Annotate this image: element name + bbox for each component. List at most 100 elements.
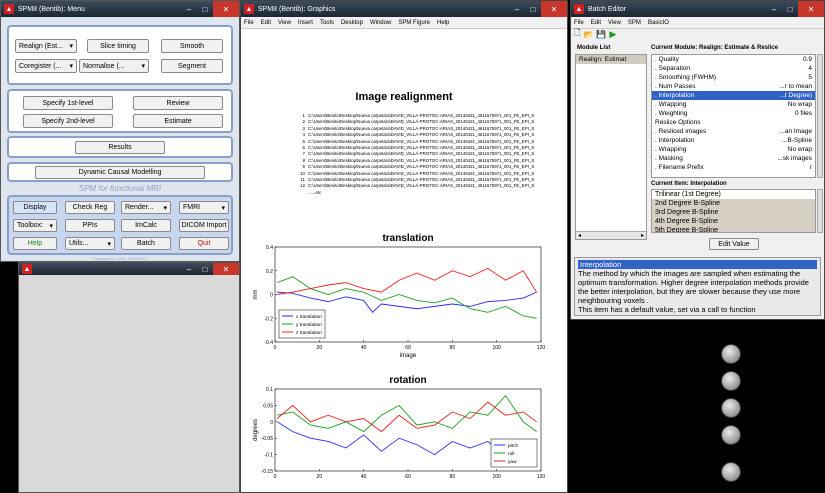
maximize-icon[interactable]: □: [787, 4, 793, 14]
minimize-icon[interactable]: –: [186, 264, 192, 274]
ppis-button[interactable]: PPIs: [65, 219, 115, 232]
rotation-plot: rotation 0 20 40 60 80 100 120 -0.15 -0.1 -0.05 0 0.…: [253, 375, 545, 480]
option-row[interactable]: 4th Degree B-Spline: [655, 218, 719, 225]
graphics-titlebar[interactable]: ▲ SPM8 (Bentib): Graphics – □ ✕: [241, 1, 567, 17]
module-list-item[interactable]: Realign: Estimat: [576, 55, 646, 64]
parameter-row[interactable]: . Interpolation ...t Degree): [652, 91, 815, 100]
empty-window-titlebar[interactable]: ▲ – □ ✕: [19, 263, 239, 275]
file-list-row: 2 C:\Users\Benito\Desktop\Nueva carpeta\a…: [297, 119, 565, 125]
estimate-button[interactable]: Estimate: [133, 114, 223, 128]
batch-menu-view[interactable]: View: [608, 19, 621, 26]
help-panel: Interpolation The method by which the im…: [574, 257, 821, 316]
close-icon[interactable]: ✕: [213, 1, 239, 17]
option-row[interactable]: Trilinear (1st Degree): [652, 190, 815, 199]
menu-desktop[interactable]: Desktop: [340, 19, 363, 26]
menu-edit[interactable]: Edit: [260, 19, 272, 26]
batch-menu-basicio[interactable]: BasicIO: [647, 19, 669, 26]
edit-value-button[interactable]: Edit Value: [709, 238, 759, 250]
parameter-label: . Interpolation: [655, 92, 695, 99]
parameter-row[interactable]: . Smoothing (FWHM) 5: [652, 73, 815, 82]
file-list-row: 7 C:\Users\Benito\Desktop\Nueva carpeta\a…: [297, 151, 565, 157]
toolbox-dropdown[interactable]: Toolbox:: [13, 219, 57, 232]
results-button[interactable]: Results: [75, 141, 165, 154]
parameter-scrollbar[interactable]: [817, 54, 823, 178]
dock-app-icon-2[interactable]: [721, 371, 741, 391]
segment-button[interactable]: Segment: [161, 59, 223, 73]
review-button[interactable]: Review: [133, 96, 223, 110]
menu-insert[interactable]: Insert: [297, 19, 313, 26]
parameter-row[interactable]: . Num Passes ...r to mean: [652, 82, 815, 91]
batch-menu-edit[interactable]: Edit: [590, 19, 602, 26]
menu-view[interactable]: View: [278, 19, 291, 26]
batch-menu-file[interactable]: File: [574, 19, 584, 26]
option-row[interactable]: 5th Degree B-Spline: [655, 227, 719, 233]
minimize-icon[interactable]: –: [771, 4, 777, 14]
module-list-hscroll[interactable]: ◂ ▸: [576, 231, 646, 239]
dock-app-icon-4[interactable]: [721, 425, 741, 445]
open-folder-icon[interactable]: 📂: [583, 29, 594, 39]
maximize-icon[interactable]: □: [202, 264, 208, 274]
batch-button[interactable]: Batch: [121, 237, 171, 250]
realign-heading: Image realignment: [355, 91, 453, 103]
file-list-row: 9 C:\Users\Benito\Desktop\Nueva carpeta\a…: [297, 164, 565, 170]
scroll-right-icon[interactable]: ▸: [640, 233, 644, 239]
close-icon[interactable]: ✕: [213, 263, 239, 275]
parameter-row[interactable]: . Wrapping No wrap: [652, 145, 815, 154]
close-icon[interactable]: ✕: [798, 1, 824, 17]
menu-help[interactable]: Help: [437, 19, 450, 26]
legend-label: pitch: [508, 443, 518, 449]
dock-app-icon-1[interactable]: [721, 344, 741, 364]
dcm-button[interactable]: Dynamic Causal Modelling: [35, 166, 205, 179]
quit-button[interactable]: Quit: [179, 237, 229, 250]
dock-app-icon-3[interactable]: [721, 398, 741, 418]
modality-dropdown[interactable]: FMRI: [179, 201, 229, 214]
parameter-row[interactable]: . Masking ...sk images: [652, 154, 815, 163]
file-path: C:\Users\Benito\Desktop\Nueva carpeta\a\…: [308, 113, 535, 118]
parameter-row[interactable]: Reslice Options: [652, 118, 815, 127]
menu-tools[interactable]: Tools: [319, 19, 334, 26]
maximize-icon[interactable]: □: [530, 4, 536, 14]
scroll-left-icon[interactable]: ◂: [578, 233, 582, 239]
menu-file[interactable]: File: [244, 19, 254, 26]
normalise-button[interactable]: Normalise (...: [79, 59, 149, 73]
imcalc-button[interactable]: ImCalc: [121, 219, 171, 232]
x-tick-label: 100: [492, 474, 501, 480]
parameter-row[interactable]: . Filename Prefix r: [652, 163, 815, 172]
menu-spm-figure[interactable]: SPM Figure: [398, 19, 430, 26]
coregister-button[interactable]: Coregister (...: [15, 59, 77, 73]
menu-window[interactable]: Window: [369, 19, 392, 26]
minimize-icon[interactable]: –: [514, 4, 520, 14]
maximize-icon[interactable]: □: [202, 4, 208, 14]
display-button[interactable]: Display: [13, 201, 57, 214]
save-icon[interactable]: 💾: [596, 29, 607, 39]
slice-timing-button[interactable]: Slice timing: [87, 39, 149, 53]
batch-titlebar[interactable]: ▲ Batch Editor – □ ✕: [571, 1, 824, 17]
new-file-icon[interactable]: 🗋: [574, 28, 581, 37]
utils-dropdown[interactable]: Utils...: [65, 237, 115, 250]
dock-app-icon-5[interactable]: [721, 462, 741, 482]
batch-menu-spm[interactable]: SPM: [627, 19, 641, 26]
file-path: C:\Users\Benito\Desktop\Nueva carpeta\a\…: [308, 119, 535, 125]
smooth-button[interactable]: Smooth: [161, 39, 223, 53]
spm-menu-titlebar[interactable]: ▲ SPM8 (Bentib): Menu – □ ✕: [1, 1, 239, 17]
parameter-row[interactable]: . Weighting 0 files: [652, 109, 815, 118]
x-tick-label: 40: [361, 474, 367, 480]
parameter-row[interactable]: . Wrapping No wrap: [652, 100, 815, 109]
parameter-row[interactable]: . Interpolation ...B-Spline: [652, 136, 815, 145]
run-icon[interactable]: ▶: [609, 28, 617, 39]
dicom-import-button[interactable]: DICOM Import: [179, 219, 229, 232]
parameter-row[interactable]: . Resliced images ...an Image: [652, 127, 815, 136]
option-scrollbar[interactable]: [817, 189, 823, 233]
help-button[interactable]: Help: [13, 237, 57, 250]
specify-1st-level-button[interactable]: Specify 1st-level: [23, 96, 113, 110]
realign-button[interactable]: Realign (Est...: [15, 39, 77, 53]
specify-2nd-level-button[interactable]: Specify 2nd-level: [23, 114, 113, 128]
option-row[interactable]: 3rd Degree B-Spline: [655, 209, 719, 216]
minimize-icon[interactable]: –: [186, 4, 192, 14]
parameter-row[interactable]: . Separation 4: [652, 64, 815, 73]
render-dropdown[interactable]: Render...: [121, 201, 171, 214]
check-reg-button[interactable]: Check Reg: [65, 201, 115, 214]
option-row[interactable]: 2nd Degree B-Spline: [655, 200, 720, 207]
parameter-row[interactable]: . Quality 0.9: [652, 55, 815, 64]
close-icon[interactable]: ✕: [541, 1, 567, 17]
